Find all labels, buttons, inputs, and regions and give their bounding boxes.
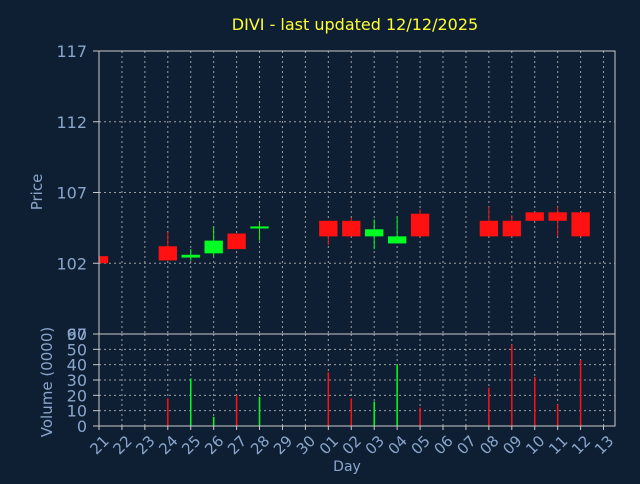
- candle-body: [227, 233, 246, 250]
- plot-frames: [98, 50, 616, 427]
- volume-bar: [258, 396, 261, 426]
- volume-tick-label: 0: [77, 417, 87, 436]
- volume-bar: [556, 404, 559, 426]
- volume-bar: [511, 344, 513, 426]
- volume-bar: [533, 376, 536, 426]
- volume-bar: [167, 398, 169, 426]
- volume-bar: [327, 372, 330, 426]
- price-tick-label: 97: [67, 325, 87, 344]
- volume-bar: [373, 401, 375, 426]
- price-grid: [99, 50, 615, 335]
- chart-title: DIVI - last updated 12/12/2025: [232, 15, 478, 34]
- candle-body: [548, 212, 567, 221]
- candle-body: [250, 226, 269, 229]
- volume-bar: [579, 360, 582, 426]
- volume-bar: [235, 395, 238, 426]
- day-tick-labels: 2122232425262728293001020304050607080910…: [87, 426, 617, 458]
- volume-bar: [488, 387, 490, 426]
- candle-body: [525, 212, 544, 221]
- candle-body: [342, 220, 361, 237]
- volume-bar: [396, 364, 398, 426]
- price-tick-label: 112: [56, 113, 87, 132]
- volume-tick-label: 30: [67, 371, 87, 390]
- volume-bar: [350, 398, 353, 426]
- volume-frame: [98, 333, 616, 427]
- volume-tick-label: 40: [67, 356, 87, 375]
- volume-tick-label: 10: [67, 402, 87, 421]
- candle-body: [319, 220, 338, 237]
- volume-bars: [167, 344, 582, 426]
- candle-body: [204, 240, 223, 254]
- price-axis-label: Price: [28, 174, 46, 211]
- volume-bar: [212, 416, 215, 426]
- volume-grid: [99, 333, 615, 427]
- candle-body: [99, 256, 109, 264]
- volume-bar: [419, 407, 421, 426]
- volume-axis-label: Volume (0000): [38, 327, 56, 437]
- candles: [98, 206, 590, 264]
- price-tick-labels: 117 112 107 102 97: [56, 42, 99, 344]
- candle-body: [181, 254, 200, 258]
- volume-bar: [189, 378, 192, 426]
- day-axis-label: Day: [333, 459, 361, 475]
- candle-body: [158, 246, 177, 261]
- price-tick-label: 117: [56, 42, 87, 61]
- volume-tick-label: 50: [67, 340, 87, 359]
- candle-body: [365, 229, 384, 237]
- candle-body: [479, 220, 499, 237]
- day-tick-label: 13: [591, 432, 617, 458]
- candle-body: [571, 212, 590, 237]
- candle-body: [502, 220, 521, 237]
- candle-body: [410, 213, 430, 237]
- volume-tick-label: 20: [67, 386, 87, 405]
- price-tick-label: 102: [56, 254, 87, 273]
- candle-body: [387, 236, 407, 244]
- price-frame: [98, 50, 616, 335]
- price-tick-label: 107: [56, 184, 87, 203]
- volume-tick-label: 60: [67, 325, 87, 344]
